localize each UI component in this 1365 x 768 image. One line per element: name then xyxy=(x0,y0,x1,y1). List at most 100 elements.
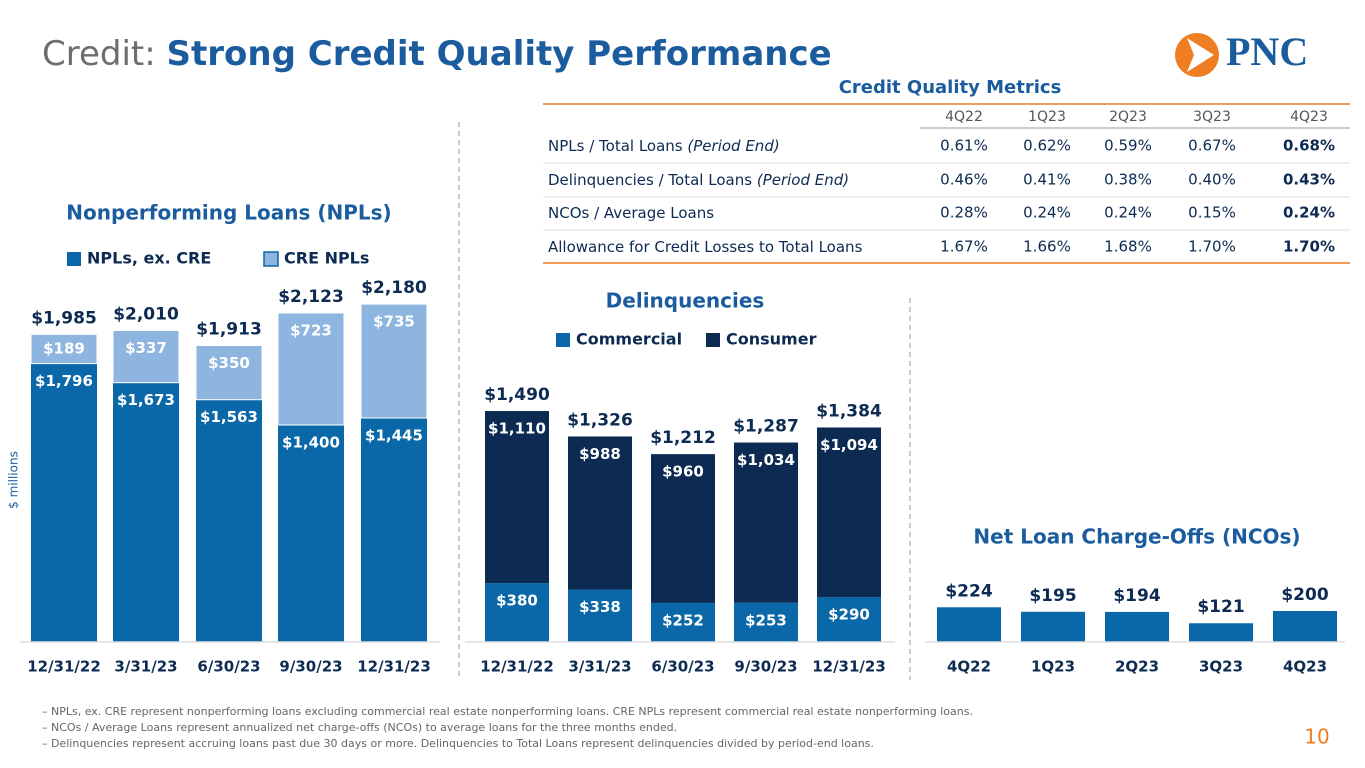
cell: 0.24% xyxy=(1104,204,1152,222)
segment-label: $1,563 xyxy=(200,408,258,426)
segment-label: $988 xyxy=(579,445,621,463)
cell: 1.66% xyxy=(1023,238,1071,256)
cell: 0.67% xyxy=(1188,137,1236,155)
total-label: $1,985 xyxy=(31,308,97,328)
total-label: $2,180 xyxy=(361,278,427,298)
chart-title: Net Loan Charge-Offs (NCOs) xyxy=(973,525,1300,549)
bar-segment xyxy=(734,602,798,642)
value-label: $195 xyxy=(1029,586,1076,606)
row-label: NCOs / Average Loans xyxy=(548,204,714,222)
segment-label: $960 xyxy=(662,463,704,481)
bar-segment xyxy=(568,589,632,642)
legend-swatch xyxy=(706,333,720,347)
cell: 1.70% xyxy=(1283,238,1335,256)
x-tick-label: 9/30/23 xyxy=(279,658,342,676)
segment-label: $1,094 xyxy=(820,436,878,454)
bar xyxy=(937,607,1001,642)
bar-segment xyxy=(360,303,428,419)
segment-label: $735 xyxy=(373,313,415,331)
cell: 0.28% xyxy=(940,204,988,222)
cell: 1.67% xyxy=(940,238,988,256)
total-label: $1,212 xyxy=(650,428,716,448)
bar-segment xyxy=(113,382,179,642)
bar-segment xyxy=(361,418,427,642)
value-label: $121 xyxy=(1197,597,1244,617)
legend-swatch xyxy=(263,251,279,267)
x-tick-label: 3Q23 xyxy=(1199,658,1243,676)
row-label-note: (Period End) xyxy=(687,137,779,155)
x-tick-label: 12/31/22 xyxy=(27,658,101,676)
column-header: 1Q23 xyxy=(1028,109,1066,125)
bar-segment xyxy=(651,602,715,642)
x-tick-label: 6/30/23 xyxy=(197,658,260,676)
value-label: $194 xyxy=(1113,586,1160,606)
row-label-text: NPLs / Total Loans xyxy=(548,137,683,155)
segment-label: $290 xyxy=(828,606,870,624)
page-number: 10 xyxy=(1304,725,1329,749)
cell: 0.62% xyxy=(1023,137,1071,155)
bar xyxy=(1021,611,1085,642)
segment-label: $1,034 xyxy=(737,451,795,469)
legend-label: CRE NPLs xyxy=(284,249,369,268)
title-prefix: Credit: xyxy=(42,34,156,74)
column-header: 3Q23 xyxy=(1193,109,1231,125)
y-axis-label: $ millions xyxy=(7,451,21,509)
cell: 0.40% xyxy=(1188,171,1236,189)
column-header: 4Q23 xyxy=(1290,109,1328,125)
cell: 1.68% xyxy=(1104,238,1152,256)
logo-text: PNC xyxy=(1226,29,1308,74)
row-label: Allowance for Credit Losses to Total Loa… xyxy=(548,238,863,256)
slide-title: Credit: Strong Credit Quality Performanc… xyxy=(42,34,832,74)
bar-segment xyxy=(196,399,262,642)
x-tick-label: 12/31/23 xyxy=(812,658,886,676)
x-tick-label: 3/31/23 xyxy=(568,658,631,676)
footnote: – NCOs / Average Loans represent annuali… xyxy=(42,721,677,734)
bar-segment xyxy=(277,312,345,426)
x-tick-label: 9/30/23 xyxy=(734,658,797,676)
bar-segment xyxy=(195,344,263,401)
bar-segment xyxy=(30,333,98,365)
segment-label: $1,796 xyxy=(35,372,93,390)
segment-label: $380 xyxy=(496,592,538,610)
bar-segment xyxy=(485,583,549,642)
total-label: $1,326 xyxy=(567,410,633,430)
column-header: 4Q22 xyxy=(945,109,983,125)
row-label-note: (Period End) xyxy=(757,171,849,189)
total-label: $1,384 xyxy=(816,401,882,421)
cell: 1.70% xyxy=(1188,238,1236,256)
bar xyxy=(1105,611,1169,642)
cell: 0.59% xyxy=(1104,137,1152,155)
cell: 0.24% xyxy=(1023,204,1071,222)
segment-label: $1,445 xyxy=(365,427,423,445)
row-label: NPLs / Total Loans (Period End) xyxy=(548,137,780,155)
bar-segment xyxy=(278,425,344,642)
total-label: $2,123 xyxy=(278,287,344,307)
segment-label: $337 xyxy=(125,339,167,357)
segment-label: $350 xyxy=(208,354,250,372)
row-label-text: Allowance for Credit Losses to Total Loa… xyxy=(548,238,863,256)
bar-segment xyxy=(651,454,715,603)
chart-title: Delinquencies xyxy=(606,289,765,313)
row-label: Delinquencies / Total Loans (Period End) xyxy=(548,171,849,189)
segment-label: $723 xyxy=(290,321,332,339)
segment-label: $189 xyxy=(43,339,85,357)
segment-label: $252 xyxy=(662,611,704,629)
title-main: Strong Credit Quality Performance xyxy=(167,34,832,74)
cell: 0.46% xyxy=(940,171,988,189)
logo-arrow xyxy=(1187,38,1214,72)
legend-swatch xyxy=(556,333,570,347)
total-label: $1,913 xyxy=(196,319,262,339)
segment-label: $253 xyxy=(745,611,787,629)
cell: 0.41% xyxy=(1023,171,1071,189)
bar-segment xyxy=(568,436,632,590)
legend-label: NPLs, ex. CRE xyxy=(87,249,211,268)
cell: 0.15% xyxy=(1188,204,1236,222)
legend-label: Consumer xyxy=(726,330,817,349)
x-tick-label: 4Q23 xyxy=(1283,658,1327,676)
x-tick-label: 2Q23 xyxy=(1115,658,1159,676)
x-tick-label: 12/31/22 xyxy=(480,658,554,676)
row-label-text: NCOs / Average Loans xyxy=(548,204,714,222)
bar-segment xyxy=(485,411,549,584)
bar-segment xyxy=(817,427,881,598)
